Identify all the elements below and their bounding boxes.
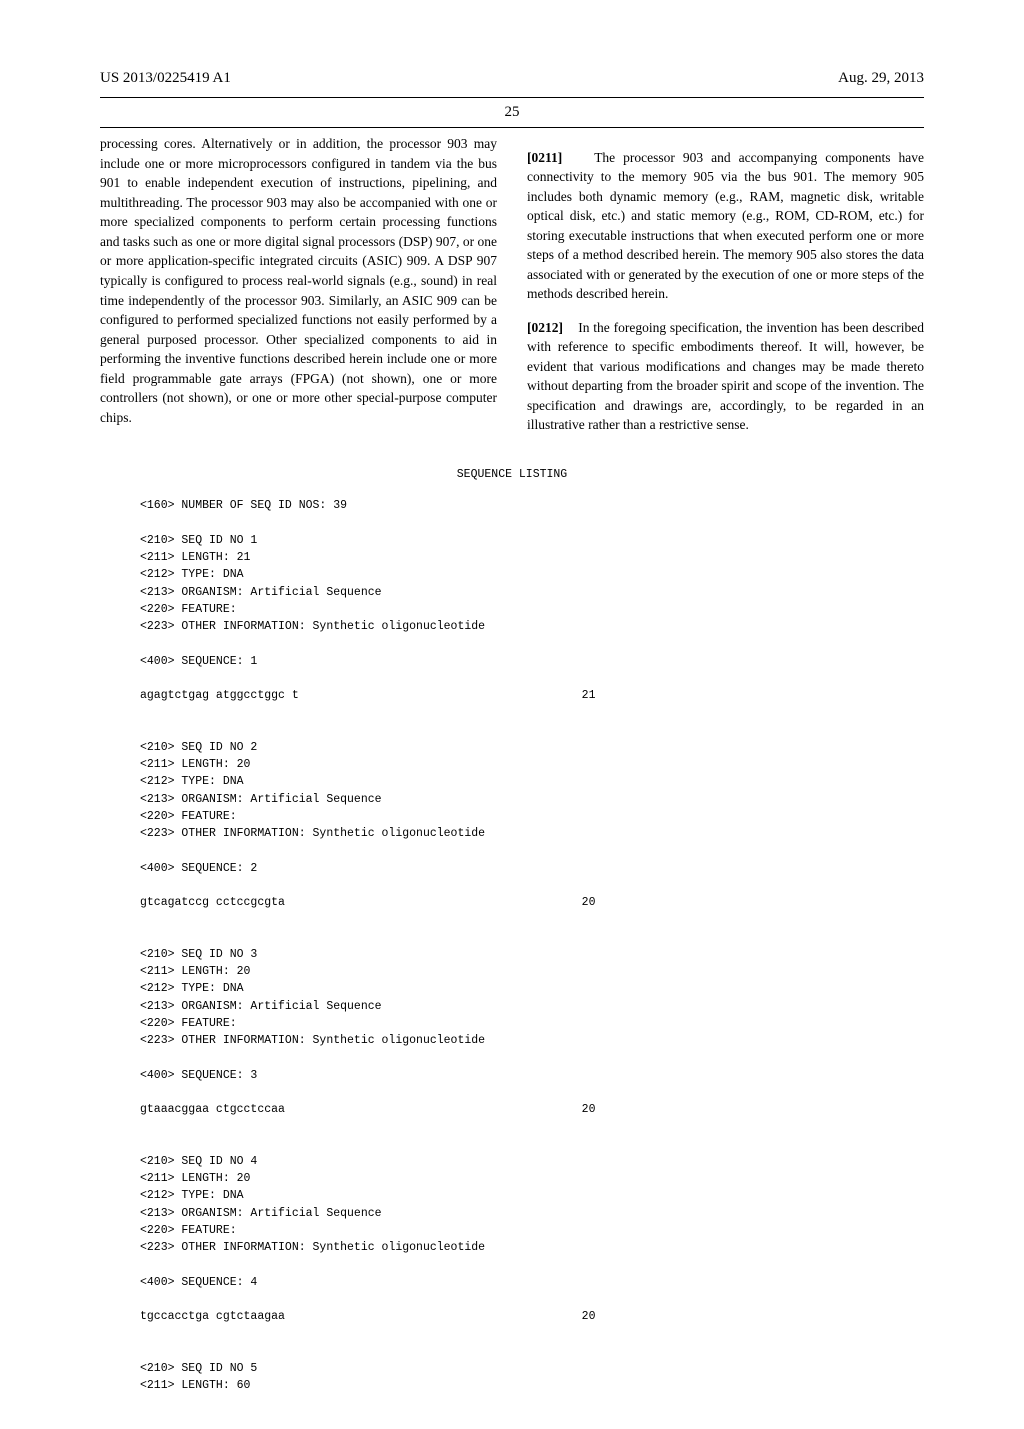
para-text-0212: In the foregoing specification, the inve…: [527, 320, 924, 433]
sequence-listing-title: SEQUENCE LISTING: [100, 468, 924, 481]
left-column: processing cores. Alternatively or in ad…: [100, 134, 497, 448]
page-container: US 2013/0225419 A1 Aug. 29, 2013 25 proc…: [0, 0, 1024, 1320]
paragraph-0212: [0212] In the foregoing specification, t…: [527, 318, 924, 435]
header-rule: [100, 97, 924, 98]
sequence-listing: <160> NUMBER OF SEQ ID NOS: 39 <210> SEQ…: [140, 497, 884, 1429]
page-number-rule: [100, 127, 924, 128]
body-columns: processing cores. Alternatively or in ad…: [100, 134, 924, 448]
para-num-0212: [0212]: [527, 320, 563, 335]
publication-date: Aug. 29, 2013: [838, 70, 924, 87]
page-number: 25: [100, 104, 924, 121]
right-column: [0211] The processor 903 and accompanyin…: [527, 134, 924, 448]
paragraph-0211: [0211] The processor 903 and accompanyin…: [527, 148, 924, 305]
left-column-text: processing cores. Alternatively or in ad…: [100, 136, 497, 425]
publication-number: US 2013/0225419 A1: [100, 70, 231, 87]
para-num-0211: [0211]: [527, 150, 562, 165]
para-text-0211: The processor 903 and accompanying compo…: [527, 150, 924, 302]
header-row: US 2013/0225419 A1 Aug. 29, 2013: [100, 70, 924, 87]
